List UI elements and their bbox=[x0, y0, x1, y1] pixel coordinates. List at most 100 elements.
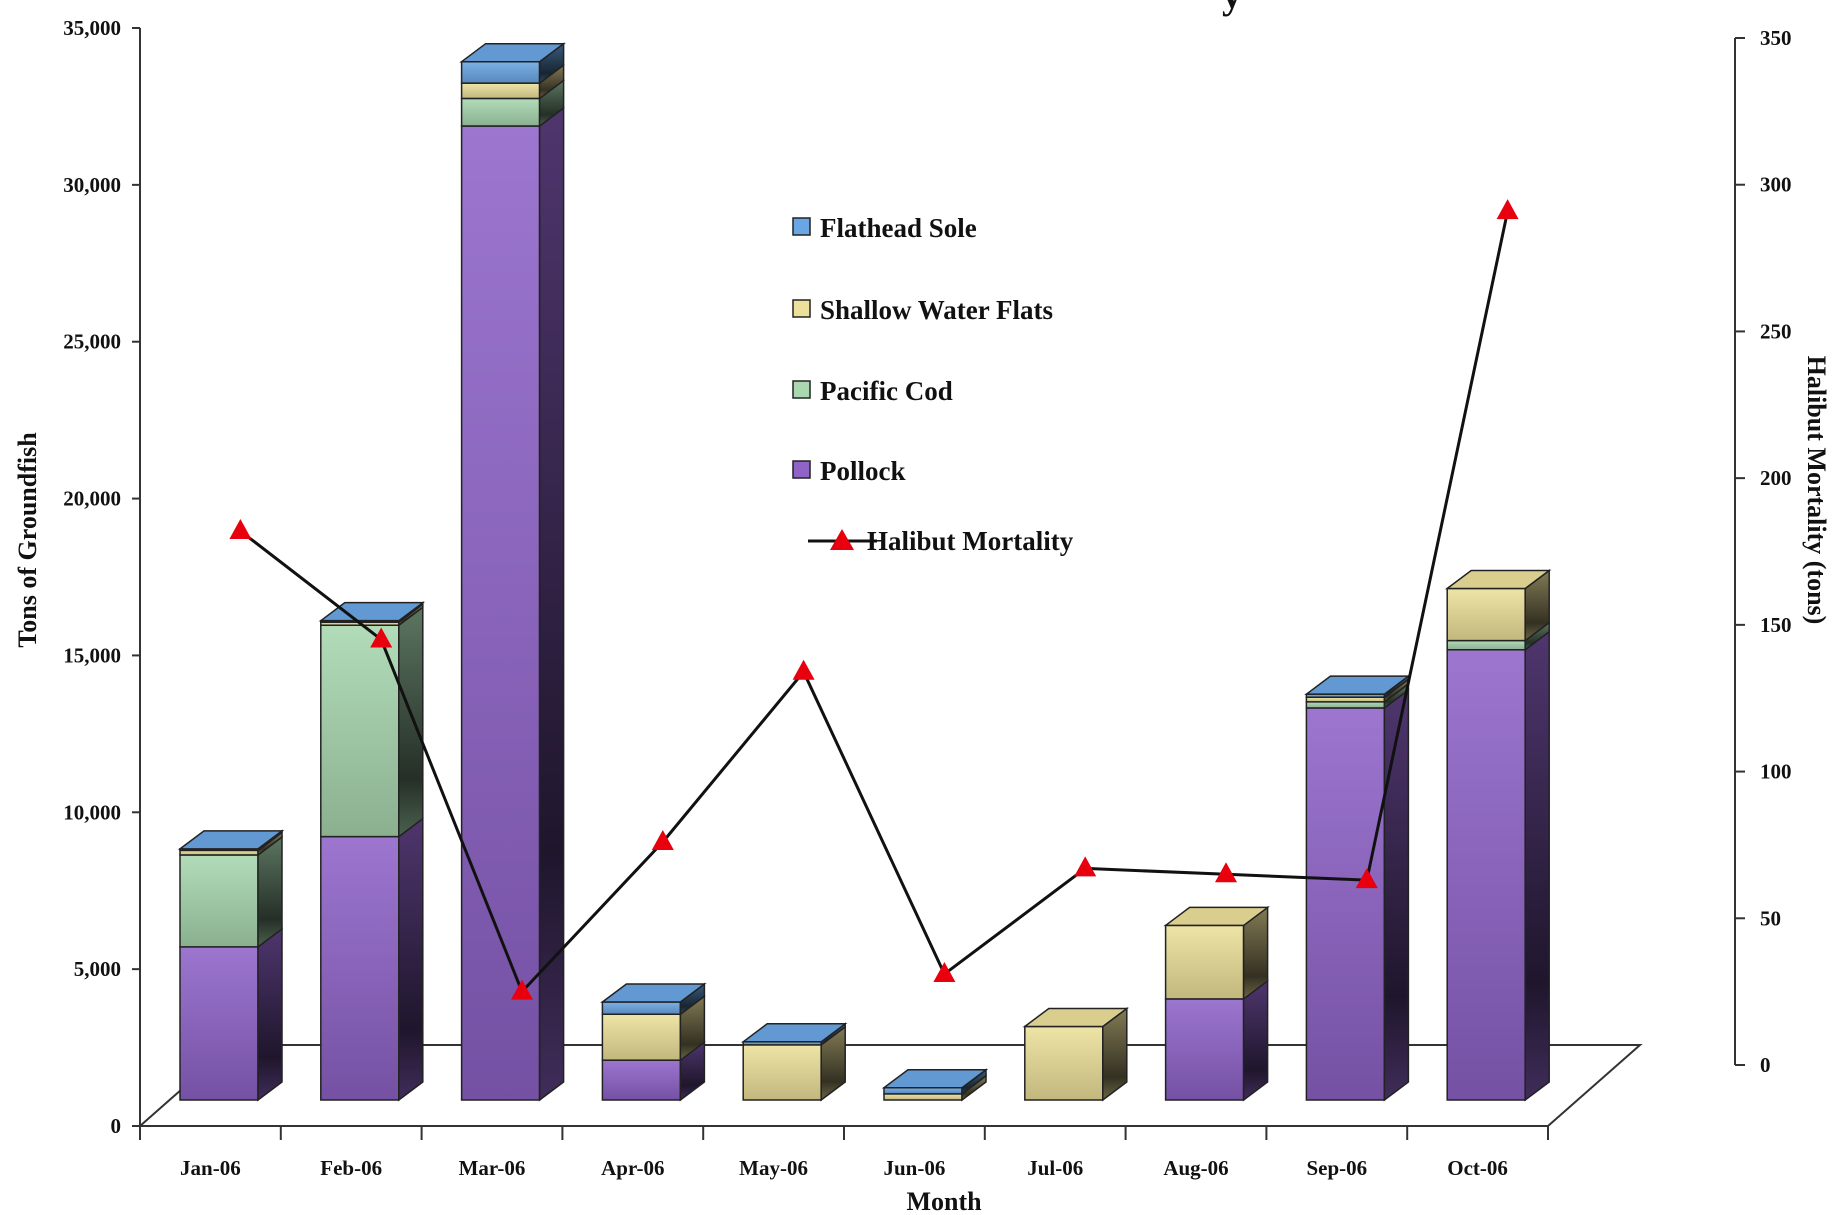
legend-label-pollock: Pollock bbox=[820, 456, 906, 486]
bar-side-pollock-feb-06 bbox=[398, 817, 424, 1102]
right-tick-label: 250 bbox=[1760, 319, 1792, 343]
bar-shallow-water-flats-apr-06 bbox=[601, 1013, 682, 1061]
halibut-mortality-polyline bbox=[239, 210, 1510, 994]
stacked-bars bbox=[177, 42, 1552, 1102]
legend-label-shallow-water-flats: Shallow Water Flats bbox=[820, 295, 1053, 325]
bar-group-aug-06 bbox=[1163, 905, 1270, 1102]
halibut-point-may-06 bbox=[792, 659, 815, 680]
bar-side-pacific-cod-feb-06 bbox=[398, 605, 424, 839]
x-tick-label-jun-06: Jun-06 bbox=[883, 1156, 945, 1180]
bar-flathead-sole-mar-06 bbox=[460, 60, 541, 84]
right-tick-label: 150 bbox=[1760, 613, 1792, 637]
legend-label-pacific-cod: Pacific Cod bbox=[820, 376, 953, 406]
bar-shallow-water-flats-oct-06 bbox=[1446, 587, 1526, 642]
bar-flathead-sole-apr-06 bbox=[601, 1001, 682, 1015]
x-tick-label-may-06: May-06 bbox=[739, 1156, 808, 1180]
x-tick-label-aug-06: Aug-06 bbox=[1163, 1156, 1228, 1180]
bar-group-jul-06 bbox=[1022, 1006, 1130, 1102]
x-tick-label-apr-06: Apr-06 bbox=[601, 1156, 664, 1180]
right-tick-label: 300 bbox=[1760, 173, 1792, 197]
bar-top-shallow-water-flats-oct-06 bbox=[1444, 569, 1552, 590]
x-tick-label-mar-06: Mar-06 bbox=[459, 1156, 526, 1180]
legend-label-halibut-mortality: Halibut Mortality bbox=[867, 526, 1074, 556]
bar-top-shallow-water-flats-jul-06 bbox=[1022, 1007, 1130, 1028]
left-tick-label: 25,000 bbox=[63, 330, 121, 354]
x-tick-label-jan-06: Jan-06 bbox=[180, 1156, 241, 1180]
left-tick-label: 0 bbox=[111, 1114, 122, 1138]
bar-flathead-sole-jun-06 bbox=[883, 1086, 963, 1095]
left-tick-label: 35,000 bbox=[63, 16, 121, 40]
halibut-point-oct-06 bbox=[1496, 199, 1519, 220]
bar-shallow-water-flats-may-06 bbox=[742, 1044, 822, 1101]
x-tick-label-feb-06: Feb-06 bbox=[320, 1156, 382, 1180]
bar-group-mar-06 bbox=[459, 42, 566, 1102]
left-axis-ticks: 0 5,000 10,000 15,000 20,000 25,000 30,000 35,0… bbox=[63, 16, 140, 1138]
x-tick-label-oct-06: Oct-06 bbox=[1447, 1156, 1508, 1180]
bar-pacific-cod-oct-06 bbox=[1446, 639, 1526, 651]
bar-group-jun-06 bbox=[881, 1068, 989, 1102]
right-tick-label: 50 bbox=[1760, 906, 1781, 930]
bar-top-flathead-sole-apr-06 bbox=[600, 983, 707, 1003]
right-axis-ticks: 0 50 100 150 200 250 300 350 bbox=[1735, 26, 1792, 1077]
bar-pacific-cod-jan-06 bbox=[179, 854, 259, 948]
bar-pollock-oct-06 bbox=[1446, 649, 1526, 1101]
bar-pollock-aug-06 bbox=[1164, 998, 1245, 1101]
x-tick-label-sep-06: Sep-06 bbox=[1306, 1156, 1367, 1180]
x-axis-ticks: Jan-06 Feb-06 Mar-06 Apr-06 May-06 Jun-06 Jul-… bbox=[139, 1126, 1549, 1180]
bar-top-flathead-sole-jan-06 bbox=[177, 830, 285, 850]
x-axis-title: Month bbox=[906, 1187, 982, 1215]
halibut-point-jan-06 bbox=[229, 518, 252, 539]
bar-top-flathead-sole-mar-06 bbox=[459, 42, 566, 63]
left-tick-label: 15,000 bbox=[63, 643, 121, 667]
legend-swatch-shallow-water-flats bbox=[792, 299, 811, 318]
x-tick-label-jul-06: Jul-06 bbox=[1027, 1156, 1083, 1180]
left-tick-label: 30,000 bbox=[63, 173, 121, 197]
halibut-point-sep-06 bbox=[1355, 868, 1378, 889]
right-tick-label: 200 bbox=[1760, 466, 1792, 490]
bar-side-pacific-cod-jan-06 bbox=[257, 835, 283, 949]
bar-group-apr-06 bbox=[600, 982, 707, 1102]
bar-pacific-cod-mar-06 bbox=[460, 97, 541, 127]
bar-side-pollock-jan-06 bbox=[257, 927, 283, 1102]
bar-pollock-jan-06 bbox=[179, 946, 259, 1101]
chart-title-fragment: y bbox=[1222, 0, 1242, 17]
halibut-point-feb-06 bbox=[370, 627, 393, 648]
halibut-point-jul-06 bbox=[1074, 856, 1097, 877]
legend-swatch-pollock bbox=[792, 460, 811, 479]
bar-top-flathead-sole-jun-06 bbox=[881, 1068, 989, 1089]
bar-top-shallow-water-flats-aug-06 bbox=[1163, 906, 1270, 927]
left-tick-label: 5,000 bbox=[74, 957, 121, 981]
right-tick-label: 350 bbox=[1760, 26, 1792, 50]
bar-top-flathead-sole-feb-06 bbox=[318, 601, 426, 622]
bar-side-pollock-aug-06 bbox=[1242, 979, 1269, 1102]
legend-swatch-flathead-sole bbox=[792, 217, 811, 236]
bar-shallow-water-flats-aug-06 bbox=[1164, 924, 1245, 1000]
bar-side-pollock-sep-06 bbox=[1383, 688, 1410, 1102]
halibut-point-jun-06 bbox=[933, 962, 956, 983]
legend-swatch-pacific-cod bbox=[792, 380, 811, 399]
right-tick-label: 100 bbox=[1760, 760, 1792, 784]
bar-group-oct-06 bbox=[1444, 569, 1552, 1102]
right-y-axis-title: Halibut Mortality (tons) bbox=[1802, 356, 1831, 625]
bar-top-flathead-sole-may-06 bbox=[740, 1023, 848, 1043]
right-tick-label: 0 bbox=[1760, 1053, 1771, 1077]
legend: Flathead Sole Shallow Water Flats Pacifi… bbox=[792, 213, 1074, 556]
left-tick-label: 20,000 bbox=[63, 487, 121, 511]
left-y-axis-title: Tons of Groundfish bbox=[13, 432, 42, 648]
bar-shallow-water-flats-mar-06 bbox=[460, 82, 541, 100]
bar-side-pollock-oct-06 bbox=[1524, 630, 1550, 1102]
bar-shallow-water-flats-jul-06 bbox=[1024, 1025, 1104, 1101]
legend-marker-halibut-mortality bbox=[830, 529, 854, 550]
halibut-point-mar-06 bbox=[511, 979, 533, 1000]
left-tick-label: 10,000 bbox=[63, 800, 121, 824]
bar-pollock-apr-06 bbox=[601, 1059, 682, 1101]
bar-pollock-sep-06 bbox=[1305, 707, 1386, 1101]
bar-pacific-cod-sep-06 bbox=[1305, 701, 1386, 709]
legend-label-flathead-sole: Flathead Sole bbox=[820, 213, 977, 243]
bar-pollock-feb-06 bbox=[320, 835, 400, 1101]
bar-group-may-06 bbox=[740, 1022, 848, 1102]
bar-group-jan-06 bbox=[177, 829, 285, 1102]
halibut-point-apr-06 bbox=[651, 829, 674, 850]
bar-shallow-water-flats-jun-06 bbox=[883, 1093, 963, 1101]
